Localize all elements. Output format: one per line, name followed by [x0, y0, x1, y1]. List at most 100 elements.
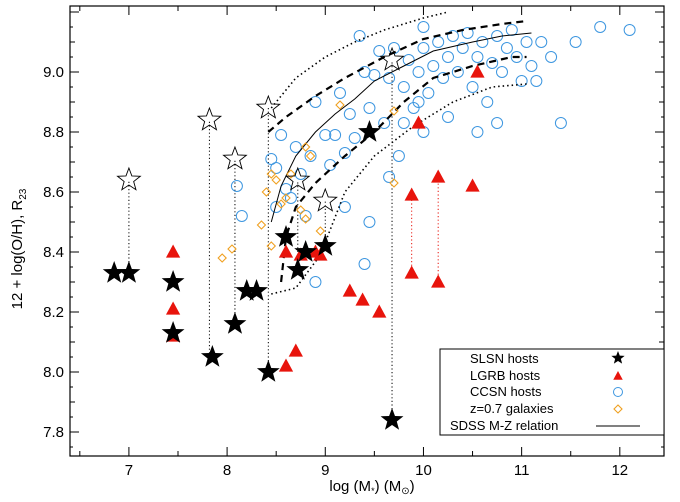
ccsn-point [397, 117, 410, 129]
ccsn-point [402, 54, 415, 66]
ccsn-point [230, 180, 243, 192]
legend: SLSN hosts LGRB hosts CCSN hosts z=0.7 g… [439, 348, 665, 436]
ccsn-point [417, 21, 430, 33]
ccsn-point [476, 36, 489, 48]
ccsn-point [456, 42, 469, 54]
ccsn-point [486, 57, 499, 69]
ccsn-point [284, 192, 297, 204]
ccsn-point [481, 96, 494, 108]
z07-point [295, 205, 306, 215]
x-axis-title-end: ) [410, 478, 415, 495]
z07-point [256, 220, 267, 230]
slsn-filled-star [294, 240, 318, 262]
slsn-filled-star [245, 279, 268, 301]
legend-marker-ccsn [613, 387, 623, 397]
ccsn-point [471, 126, 484, 138]
lgrb-point [411, 115, 426, 129]
x-tick-label: 11 [514, 462, 530, 479]
ccsn-point [235, 210, 248, 222]
plot-area [102, 11, 636, 430]
x-axis-title-unit-subscript: ⊙ [401, 486, 409, 497]
z07-point [300, 214, 311, 224]
ccsn-point [451, 66, 464, 78]
ccsn-point [530, 75, 543, 87]
slsn-filled-star [256, 360, 280, 382]
ccsn-point [309, 96, 322, 108]
lgrb-point [288, 343, 303, 357]
x-tick-label: 12 [611, 462, 628, 479]
ccsn-point [358, 258, 371, 270]
ccsn-point [338, 147, 351, 159]
slsn-filled-star [274, 225, 298, 247]
slsn-filled-star [117, 261, 141, 283]
slsn-filled-star [161, 321, 185, 343]
slsn-filled-star [102, 261, 126, 283]
svg-text:log (M*) (M⊙): log (M*) (M⊙) [329, 478, 414, 497]
lgrb-point [465, 178, 480, 192]
ccsn-point [363, 216, 376, 228]
y-axis-title-main: 12 + log(O/H), R [9, 200, 26, 310]
lgrb-point [165, 301, 181, 315]
ccsn-point [623, 24, 636, 36]
ccsn-point [496, 66, 508, 78]
ccsn-point [520, 36, 533, 48]
ccsn-point [392, 150, 405, 162]
legend-marker-slsn [611, 351, 625, 364]
legend-box [439, 348, 665, 436]
slsn-open-star [255, 94, 281, 119]
ccsn-point [594, 21, 607, 33]
slsn-filled-star [313, 234, 337, 256]
y-tick-label: 8.2 [43, 304, 64, 321]
ccsn-point [491, 117, 504, 129]
slsn-filled-star [161, 270, 185, 292]
ccsn-point [275, 129, 288, 141]
z07-point [266, 169, 277, 179]
x-axis-title-subscript: * [371, 486, 375, 496]
legend-label-slsn: SLSN hosts [470, 351, 539, 366]
y-tick-label: 8.8 [43, 124, 64, 141]
slsn-filled-star [358, 120, 381, 142]
ccsn-point [442, 51, 454, 63]
lgrb-point [431, 169, 446, 183]
ccsn-point [505, 24, 518, 36]
ccsn-point [329, 129, 342, 141]
ccsn-point [569, 36, 582, 48]
y-tick-label: 8.6 [43, 184, 64, 201]
z07-point [389, 178, 399, 188]
z07-point [227, 244, 237, 254]
ccsn-point [378, 117, 391, 129]
z07-point [217, 253, 227, 263]
ccsn-point [353, 30, 366, 42]
ccsn-point [422, 87, 435, 99]
ccsn-point [417, 42, 430, 54]
ccsn-point [304, 150, 317, 162]
legend-label-z07: z=0.7 galaxies [470, 401, 554, 416]
lgrb-point [372, 304, 387, 318]
z07-point [315, 226, 326, 236]
ccsn-point [319, 129, 332, 141]
sdss-dotted-lower-line [271, 83, 527, 295]
legend-markers [596, 351, 640, 427]
x-tick-label: 8 [223, 462, 231, 479]
axes: 7 8 9 10 11 12 7.8 8.0 8.2 8.4 8.6 8.8 9.0 [43, 5, 665, 479]
z07-point [261, 187, 272, 197]
z07-point [286, 169, 296, 179]
ccsn-point [363, 102, 376, 114]
ccsn-point [427, 60, 440, 72]
x-tick-label: 9 [321, 462, 329, 479]
ccsn-point [265, 153, 278, 165]
lgrb-point [355, 292, 370, 306]
ccsn-point [535, 36, 548, 48]
z07-point [281, 193, 291, 203]
svg-text:12 + log(O/H), R23: 12 + log(O/H), R23 [9, 188, 29, 309]
z07-point [389, 106, 399, 116]
legend-marker-lgrb [613, 371, 623, 380]
ccsn-point [471, 51, 484, 63]
slsn-open-star [285, 166, 311, 191]
ccsn-point [554, 117, 567, 129]
ccsn-point [348, 132, 361, 144]
y-tick-label: 8.0 [43, 364, 64, 381]
ccsn-point [466, 81, 479, 93]
y-tick-label: 9.0 [43, 64, 64, 81]
